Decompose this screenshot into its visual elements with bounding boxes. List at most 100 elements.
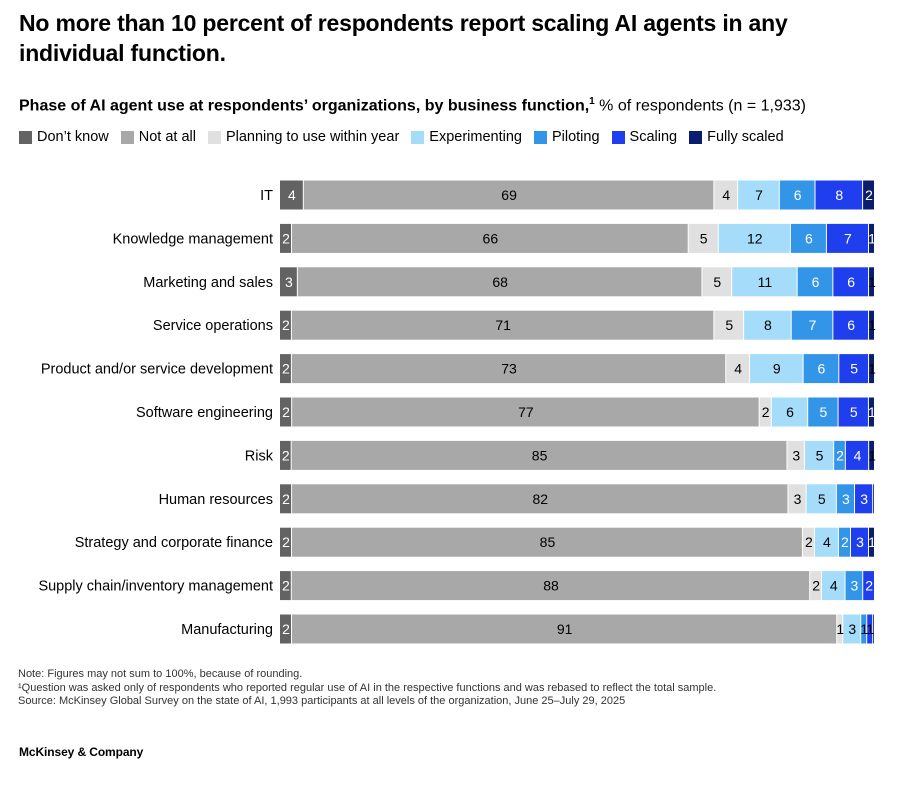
bar-segment xyxy=(291,571,810,601)
data-label: 5 xyxy=(725,317,733,333)
bar-segment xyxy=(868,397,874,427)
data-label: 6 xyxy=(847,274,855,290)
category-label: Human resources xyxy=(159,492,273,508)
legend-swatch xyxy=(689,130,703,144)
data-label: 2 xyxy=(762,404,770,420)
legend-label: Fully scaled xyxy=(707,129,784,145)
data-label: 85 xyxy=(540,534,556,550)
data-label: 6 xyxy=(786,404,794,420)
legend-item-2: Planning to use within year xyxy=(207,128,400,146)
data-label: 1 xyxy=(868,317,876,333)
bar-segment xyxy=(771,397,808,427)
data-label: 69 xyxy=(501,187,517,203)
data-label: 2 xyxy=(805,534,813,550)
data-label: 2 xyxy=(282,361,290,377)
bar-segment xyxy=(850,527,868,557)
bar-segment xyxy=(821,571,845,601)
data-label: 4 xyxy=(734,361,742,377)
bar-segment xyxy=(292,223,688,253)
bar-segment xyxy=(833,267,869,297)
bar-segment xyxy=(814,527,838,557)
bar-segment xyxy=(868,223,874,253)
footnote-source: Source: McKinsey Global Survey on the st… xyxy=(18,695,626,707)
bar-segment xyxy=(280,571,291,601)
category-label: Supply chain/inventory management xyxy=(38,579,273,595)
data-label: 3 xyxy=(842,491,850,507)
data-label: 68 xyxy=(492,274,508,290)
data-label: 1 xyxy=(866,621,874,637)
bar-segment xyxy=(292,484,788,514)
bar-segment xyxy=(873,614,874,644)
bar-segment xyxy=(873,484,874,514)
bar-segment xyxy=(869,310,874,340)
bar-segment xyxy=(291,354,726,384)
data-label: 5 xyxy=(818,491,826,507)
bar-segment xyxy=(280,180,303,210)
legend-item-4: Piloting xyxy=(533,128,600,146)
data-label: 3 xyxy=(860,491,868,507)
bar-segment xyxy=(805,440,834,470)
bar-segment xyxy=(803,354,839,384)
bar-segment xyxy=(845,571,863,601)
footnote-question: ¹Question was asked only of respondents … xyxy=(18,681,717,694)
data-label: 3 xyxy=(850,578,858,594)
data-label: 6 xyxy=(847,317,855,333)
legend-item-1: Not at all xyxy=(120,128,196,146)
category-label: Service operations xyxy=(153,318,273,334)
bar-segment xyxy=(280,397,292,427)
bar-segment xyxy=(688,223,718,253)
bar-segment xyxy=(808,397,838,427)
bar-segment xyxy=(806,484,836,514)
data-label: 5 xyxy=(816,447,824,463)
data-label: 3 xyxy=(794,491,802,507)
data-label: 73 xyxy=(501,361,517,377)
data-label: 71 xyxy=(495,317,511,333)
bar-segment xyxy=(791,310,833,340)
data-label: 1 xyxy=(868,534,876,550)
data-label: 4 xyxy=(830,578,838,594)
legend-label: Planning to use within year xyxy=(225,129,400,145)
footnotes: Note: Figures may not sum to 100%, becau… xyxy=(18,668,716,709)
legend-item-6: Fully scaled xyxy=(689,128,784,146)
data-label: 1 xyxy=(836,621,844,637)
bar-segment xyxy=(297,267,702,297)
data-label: 2 xyxy=(282,317,290,333)
bar-segment xyxy=(280,614,291,644)
bar-segment xyxy=(291,310,714,340)
bar-segment xyxy=(292,527,802,557)
data-label: 2 xyxy=(865,578,873,594)
bar-segment xyxy=(855,484,873,514)
data-label: 3 xyxy=(856,534,864,550)
data-label: 11 xyxy=(758,274,773,290)
legend-label: Scaling xyxy=(629,129,678,145)
legend-label: Experimenting xyxy=(429,129,522,145)
category-label: Strategy and corporate finance xyxy=(75,535,273,551)
data-label: 2 xyxy=(812,578,820,594)
legend-item-3: Experimenting xyxy=(411,128,522,146)
subtitle-unit: % of respondents (n = 1,933) xyxy=(594,97,806,115)
bar-segment xyxy=(833,310,869,340)
data-label: 5 xyxy=(850,404,858,420)
legend-swatch xyxy=(533,130,547,144)
bar-segment xyxy=(714,310,744,340)
subtitle-footnote-marker: 1 xyxy=(589,96,595,107)
bar-segment xyxy=(291,440,787,470)
legend-label: Not at all xyxy=(138,129,196,145)
data-label: 1 xyxy=(868,447,876,463)
legend-swatch xyxy=(19,130,32,144)
bar-segment xyxy=(843,614,861,644)
data-label: 3 xyxy=(848,621,856,637)
bar-segment xyxy=(867,614,873,644)
bar-segment xyxy=(802,527,814,557)
bar-segment xyxy=(291,614,837,644)
bar-segment xyxy=(837,614,843,644)
data-label: 8 xyxy=(764,317,772,333)
data-label: 2 xyxy=(836,447,844,463)
bar-segment xyxy=(838,527,850,557)
bar-segment xyxy=(280,484,292,514)
data-label: 2 xyxy=(841,534,849,550)
bar-segment xyxy=(702,267,732,297)
bar-segment xyxy=(790,223,826,253)
category-label: Risk xyxy=(245,448,274,464)
legend-item-0: Don’t know xyxy=(19,128,109,146)
